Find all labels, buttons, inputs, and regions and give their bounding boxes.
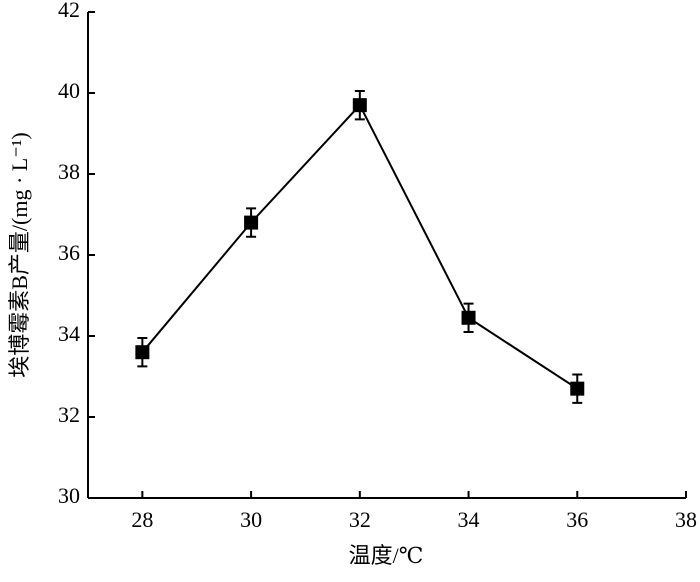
y-tick-label: 36 <box>58 240 80 265</box>
line <box>141 103 578 390</box>
y-tick-label: 38 <box>58 159 80 184</box>
x-tick-label: 30 <box>240 507 262 532</box>
y-tick-label: 30 <box>58 483 80 508</box>
y-tick-label: 32 <box>58 402 80 427</box>
y-tick-label: 34 <box>58 321 80 346</box>
x-tick-label: 32 <box>349 507 371 532</box>
x-tick-label: 36 <box>566 507 588 532</box>
x-tick-label: 38 <box>675 507 697 532</box>
marker <box>135 345 150 360</box>
marker <box>244 215 259 230</box>
x-axis-label: 温度/℃ <box>349 543 424 568</box>
marker <box>461 310 476 325</box>
y-tick-label: 40 <box>58 78 80 103</box>
y-axis-label: 埃博霉素B产量/(mg · L⁻¹) <box>7 132 32 378</box>
x-tick-label: 34 <box>458 507 480 532</box>
marker <box>570 381 585 396</box>
marker <box>352 98 367 113</box>
y-tick-label: 42 <box>58 0 80 22</box>
x-tick-label: 28 <box>131 507 153 532</box>
